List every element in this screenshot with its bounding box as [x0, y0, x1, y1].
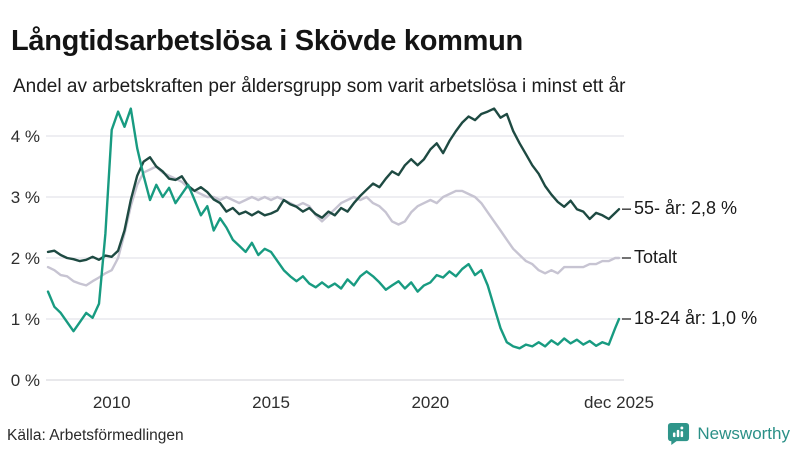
series-label-totalt: Totalt — [634, 247, 678, 267]
newsworthy-logo-icon — [668, 422, 690, 445]
newsworthy-brand: Newsworthy — [667, 422, 790, 445]
series-line-totalt — [46, 165, 621, 287]
series-label-18-24: 18-24 år: 1,0 % — [634, 308, 758, 328]
series-line-18-24-r — [46, 107, 621, 350]
y-axis-tick-label: 4 % — [11, 127, 40, 146]
y-axis-tick-label: 2 % — [11, 249, 40, 268]
x-axis-tick-label: dec 2025 — [584, 393, 654, 412]
x-axis-tick-label: 2015 — [252, 393, 290, 412]
y-axis-tick-label: 0 % — [11, 371, 40, 390]
page-title: Långtidsarbetslösa i Skövde kommun — [11, 25, 523, 58]
chart-subtitle: Andel av arbetskraften per åldersgrupp s… — [13, 76, 626, 97]
y-axis-tick-label: 3 % — [11, 188, 40, 207]
x-axis-tick-label: 2010 — [93, 393, 131, 412]
series-line-55-r — [46, 107, 621, 263]
source-note: Källa: Arbetsförmedlingen — [7, 427, 184, 444]
series-label-55: 55- år: 2,8 % — [634, 198, 738, 219]
x-axis-tick-label: 2020 — [411, 393, 449, 412]
newsworthy-brand-text: Newsworthy — [697, 423, 790, 443]
y-axis-tick-label: 1 % — [11, 310, 40, 329]
